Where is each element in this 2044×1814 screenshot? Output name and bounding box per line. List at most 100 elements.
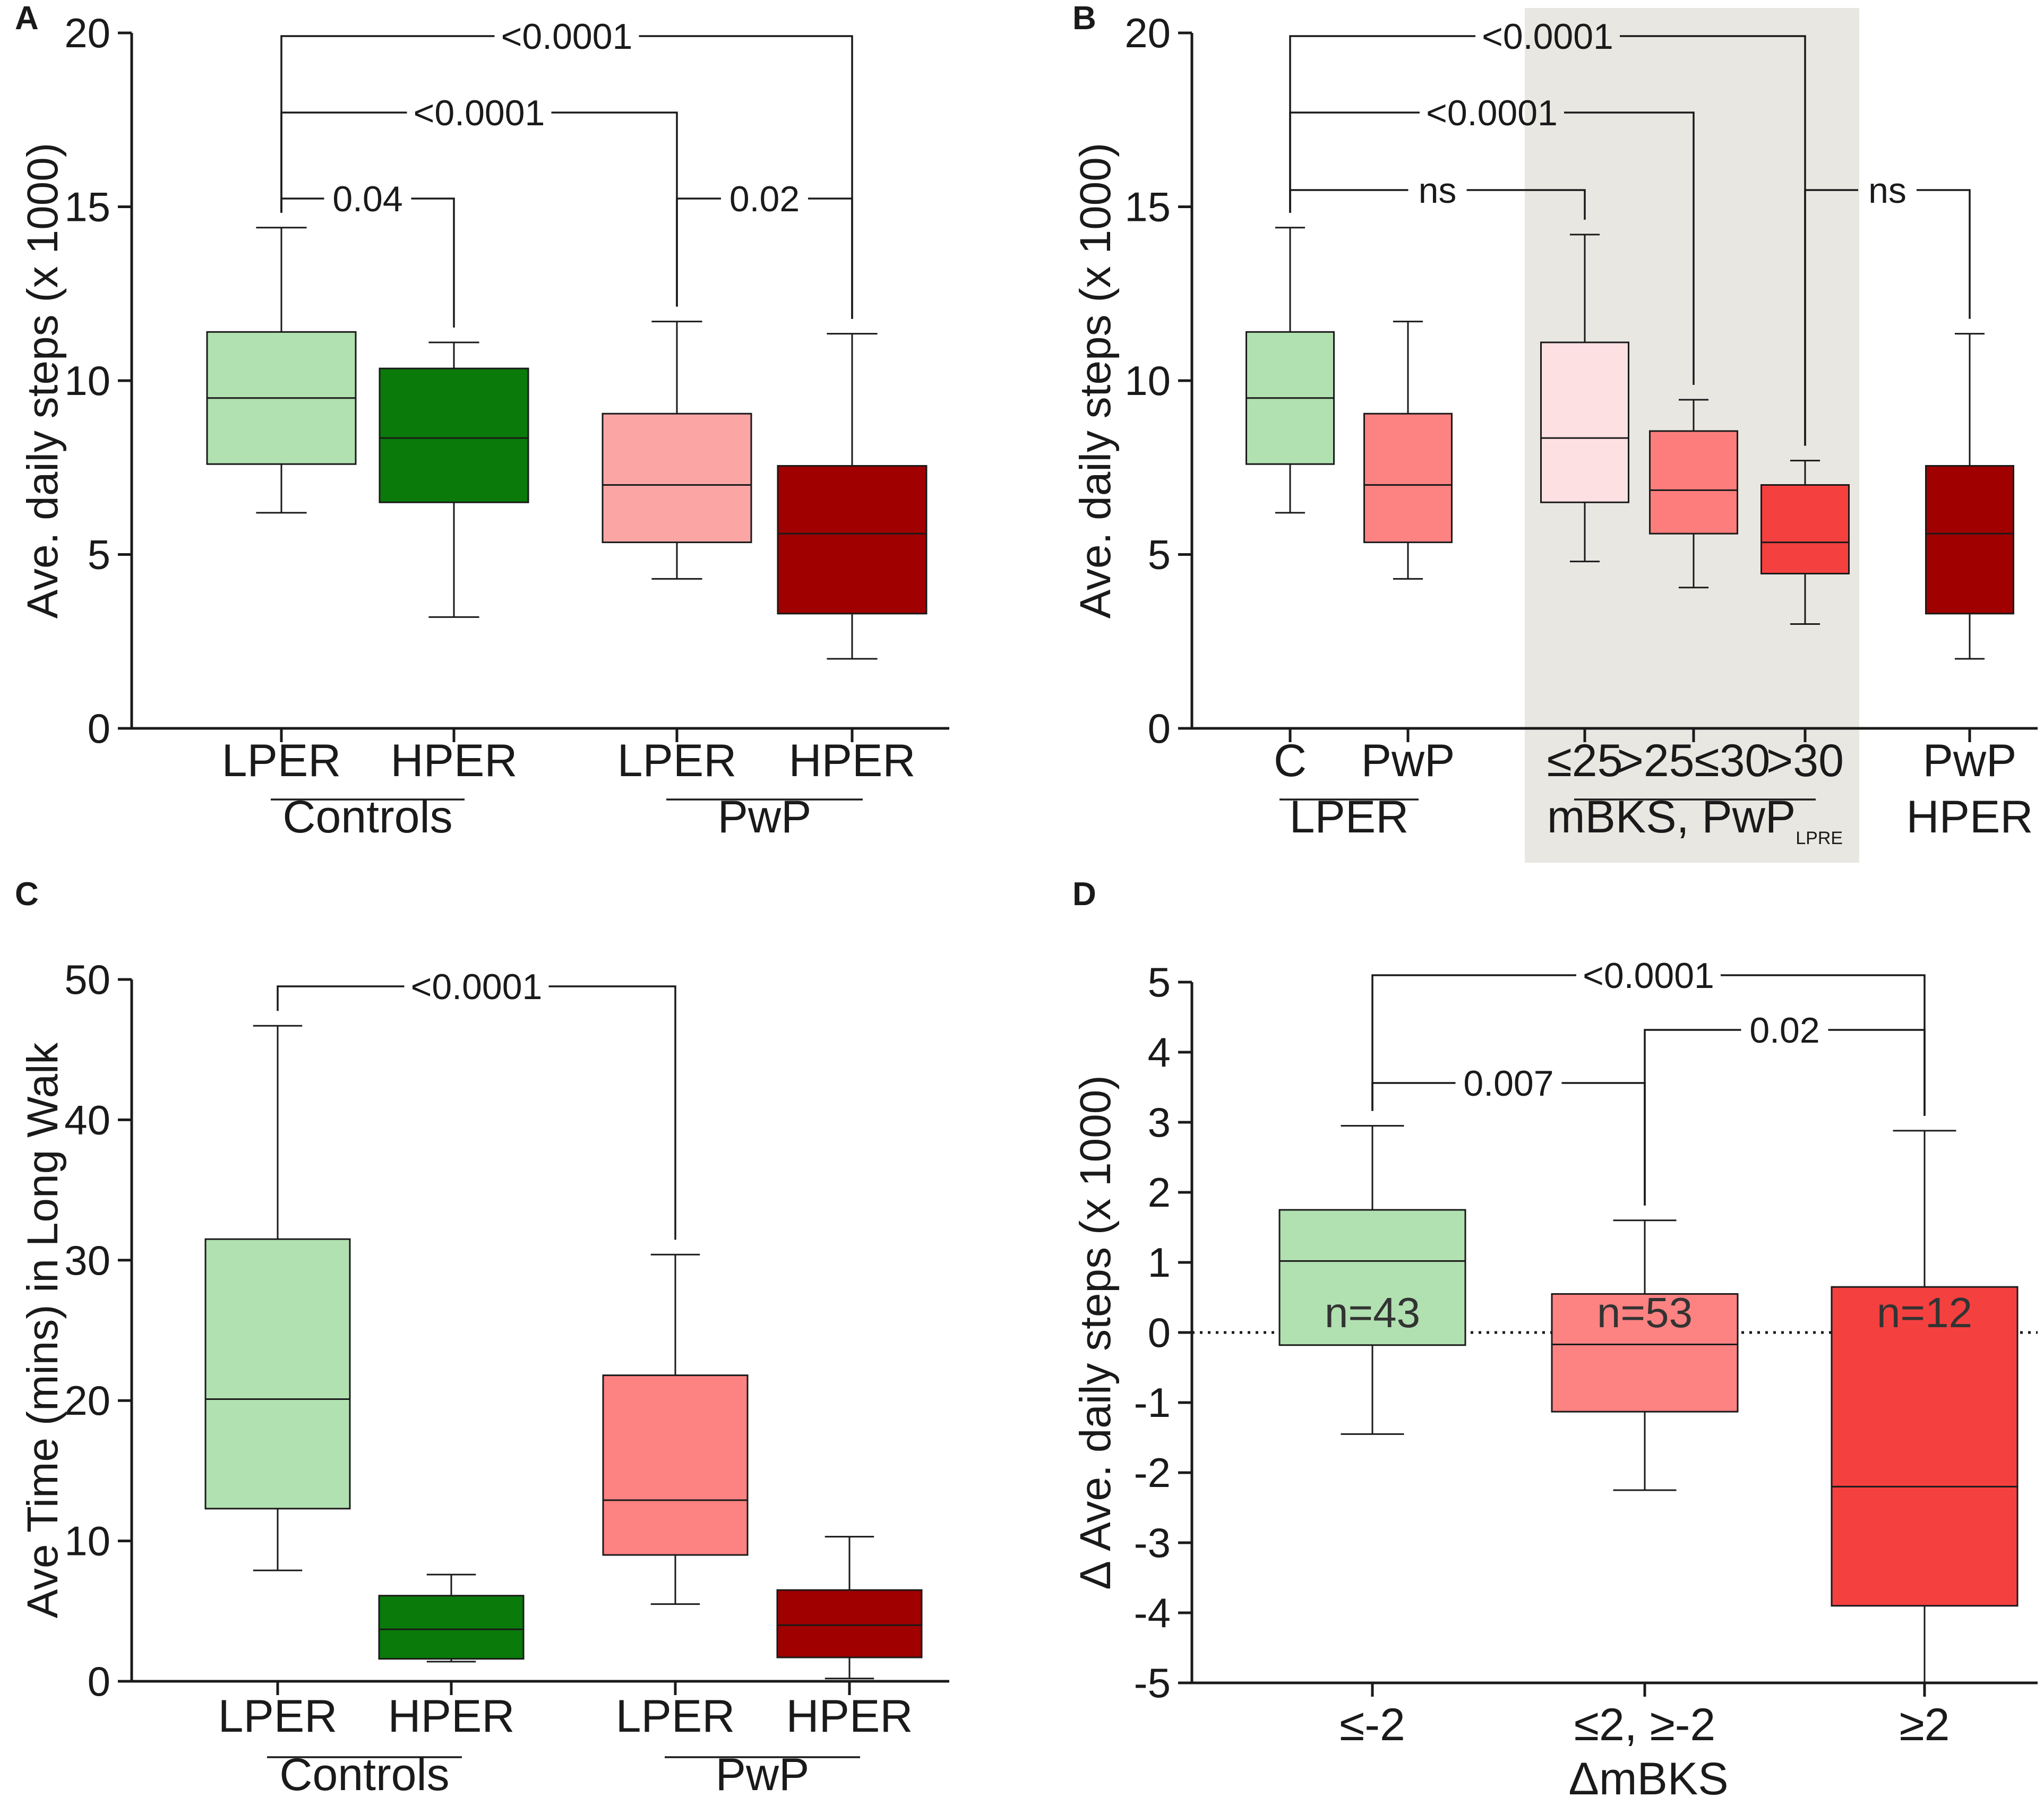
box-1: n=53 ≤2, ≥-2	[1551, 1219, 1739, 1750]
box-0: LPER	[204, 1025, 351, 1742]
category-label: ≤25	[1547, 735, 1623, 786]
panel-D: D -5 -4 -3 -2 -1 0 1 2 3 4 5 Δ Ave. daily steps (x 1…	[1071, 876, 2038, 1804]
bracket-left	[280, 111, 407, 213]
category-label: PwP	[1923, 735, 2017, 786]
panel-B: B 0 5 10 15 20 Ave. daily steps (x 1000) C PwP ≤2…	[1071, 0, 2038, 863]
y-tick-label: 0	[88, 1658, 110, 1705]
comparison-bracket: <0.0001	[1371, 956, 1926, 1116]
y-tick-label: 0	[88, 705, 110, 752]
y-tick-label: -1	[1134, 1379, 1171, 1426]
panel-letter: A	[15, 0, 39, 37]
comparison-bracket: 0.02	[676, 179, 853, 319]
group-label-text: Controls	[279, 1749, 449, 1800]
bracket-right	[639, 35, 853, 319]
category-label: C	[1274, 735, 1307, 786]
group-label: HPER	[1906, 792, 2033, 842]
box-1: PwP	[1361, 321, 1455, 786]
bracket-right	[1561, 1082, 1646, 1206]
y-axis-label: Ave. daily steps (x 1000)	[1071, 143, 1120, 618]
y-axis-label: Ave. daily steps (x 1000)	[19, 143, 67, 618]
comparison-bracket: ns	[1804, 170, 1971, 446]
bracket-right	[808, 197, 853, 319]
x-axis-label: ΔmBKS	[1568, 1753, 1728, 1804]
group-label-text: LPER	[1290, 792, 1409, 842]
bracket-right	[1828, 1029, 1926, 1116]
box-3: HPER	[777, 333, 927, 786]
panel-letter: D	[1072, 876, 1096, 913]
box-1: HPER	[379, 341, 529, 786]
bracket-right	[1564, 111, 1695, 385]
comparison-bracket: 0.007	[1371, 1063, 1646, 1206]
n-label: n=53	[1597, 1289, 1693, 1336]
p-value-label: ns	[1868, 170, 1906, 211]
comparison-bracket: 0.04	[280, 179, 455, 328]
category-label: LPER	[617, 735, 737, 786]
category-label: HPER	[789, 735, 916, 786]
y-tick-label: 2	[1148, 1169, 1171, 1216]
y-tick-label: 50	[64, 956, 110, 1003]
box-iqr	[1540, 341, 1629, 503]
bracket-left	[1371, 974, 1576, 1111]
group-label-text: mBKS, PwP	[1547, 792, 1796, 842]
y-tick-label: -4	[1134, 1589, 1171, 1636]
y-tick-label: -2	[1134, 1449, 1171, 1496]
category-label: HPER	[388, 1691, 515, 1742]
bracket-left	[1804, 189, 1858, 446]
box-0: n=43 ≤-2	[1278, 1125, 1466, 1750]
p-value-label: 0.02	[729, 179, 800, 219]
p-value-label: <0.0001	[414, 93, 545, 133]
category-label: PwP	[1361, 735, 1455, 786]
box-2: n=12 ≥2	[1831, 1130, 2019, 1750]
p-value-label: 0.02	[1749, 1010, 1819, 1051]
p-value-label: <0.0001	[501, 16, 633, 57]
y-tick-label: 5	[1148, 531, 1171, 578]
box-iqr	[1278, 1209, 1466, 1346]
p-value-label: <0.0001	[411, 967, 543, 1007]
y-axis-label: Δ Ave. daily steps (x 1000)	[1071, 1075, 1120, 1589]
box-3: >25≤30	[1617, 399, 1771, 786]
box-iqr	[777, 465, 927, 615]
group-label: Controls	[282, 792, 452, 842]
y-tick-label: 40	[64, 1096, 110, 1143]
bracket-right	[1466, 189, 1586, 220]
y-tick-label: 0	[1148, 705, 1171, 752]
p-value-label: <0.0001	[1583, 956, 1714, 996]
group-label: mBKS, PwPLPRE	[1547, 792, 1843, 848]
y-tick-label: 5	[88, 531, 110, 578]
category-label: >25≤30	[1617, 735, 1771, 786]
bracket-left	[1644, 1029, 1741, 1206]
p-value-label: <0.0001	[1482, 16, 1613, 57]
category-label: LPER	[616, 1691, 735, 1742]
p-value-label: ns	[1419, 170, 1457, 211]
y-tick-label: -5	[1134, 1660, 1171, 1706]
group-label-text: Controls	[282, 792, 452, 842]
bracket-left	[1289, 111, 1420, 213]
group-label-text: PwP	[718, 792, 812, 842]
box-2: LPER	[602, 321, 752, 786]
bracket-right	[551, 111, 678, 307]
bracket-left	[1371, 1082, 1456, 1111]
bracket-left	[1289, 189, 1409, 213]
panel-C: C 0 10 20 30 40 50 Ave Time (mins) in Long Walk…	[15, 876, 949, 1800]
panel-letter: B	[1072, 0, 1096, 37]
box-iqr	[602, 412, 752, 544]
group-label-text: HPER	[1906, 792, 2033, 842]
bracket-left	[280, 197, 324, 213]
category-label: ≥2	[1899, 1699, 1949, 1750]
box-1: HPER	[378, 1574, 525, 1742]
comparison-bracket: ns	[1289, 170, 1586, 220]
y-tick-label: 15	[64, 184, 110, 230]
bracket-right	[1917, 189, 1971, 319]
group-label: PwP	[716, 1749, 810, 1800]
p-value-label: 0.04	[332, 179, 402, 219]
box-4: >30	[1760, 460, 1850, 786]
box-iqr	[1760, 484, 1850, 575]
box-iqr	[379, 367, 529, 503]
y-tick-label: 1	[1148, 1239, 1171, 1286]
bracket-right	[548, 985, 676, 1240]
bracket-right	[411, 197, 455, 328]
box-iqr	[1925, 465, 2014, 615]
p-value-label: <0.0001	[1426, 93, 1558, 133]
box-iqr	[378, 1595, 525, 1660]
